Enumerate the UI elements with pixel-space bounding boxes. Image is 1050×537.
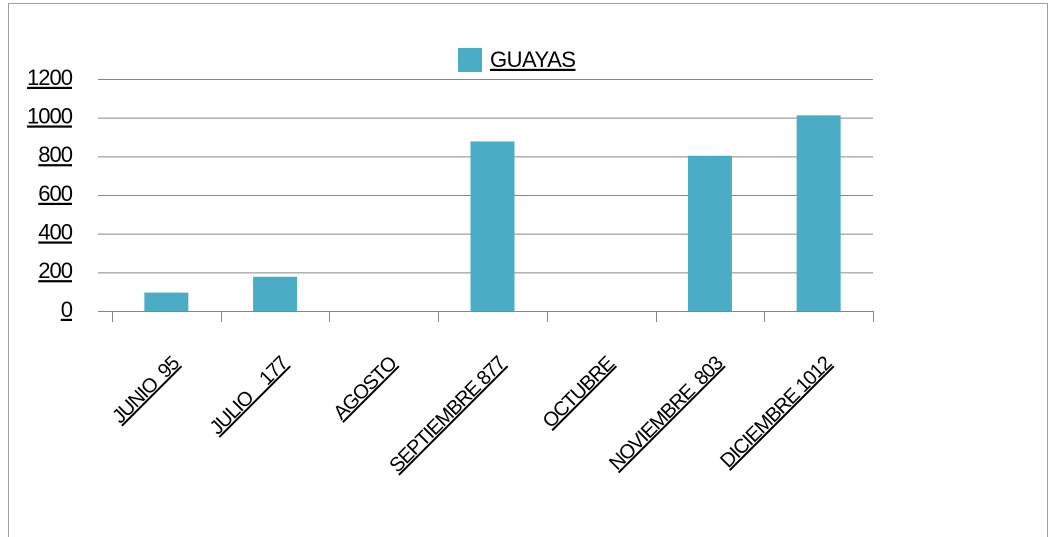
bar (144, 292, 189, 311)
x-tick-label: JUNIO 95 (108, 352, 184, 428)
y-tick-label: 200 (38, 258, 72, 283)
chart-frame (8, 3, 1048, 537)
x-tick-label: AGOSTO (329, 352, 401, 424)
y-tick-label: 0 (61, 297, 73, 322)
y-tick-label: 600 (38, 181, 72, 206)
y-tick-label: 800 (38, 142, 72, 167)
x-tick-label: SEPTIEMBRE 877 (385, 352, 510, 477)
x-tick-label: DICIEMBRE 1012 (716, 352, 836, 472)
bar (470, 141, 515, 311)
bar (687, 155, 732, 311)
y-tick-label: 1200 (27, 65, 73, 90)
bar (796, 115, 841, 311)
x-tick-label: JULIO 177 (206, 352, 293, 439)
x-tick-label: NOVIEMBRE 803 (605, 352, 728, 475)
y-tick-label: 400 (38, 219, 72, 244)
legend-label: GUAYAS (490, 47, 575, 72)
legend-swatch (458, 48, 482, 72)
y-tick-label: 1000 (27, 103, 73, 128)
bar (253, 276, 298, 311)
x-tick-label: OCTUBRE (539, 352, 619, 432)
